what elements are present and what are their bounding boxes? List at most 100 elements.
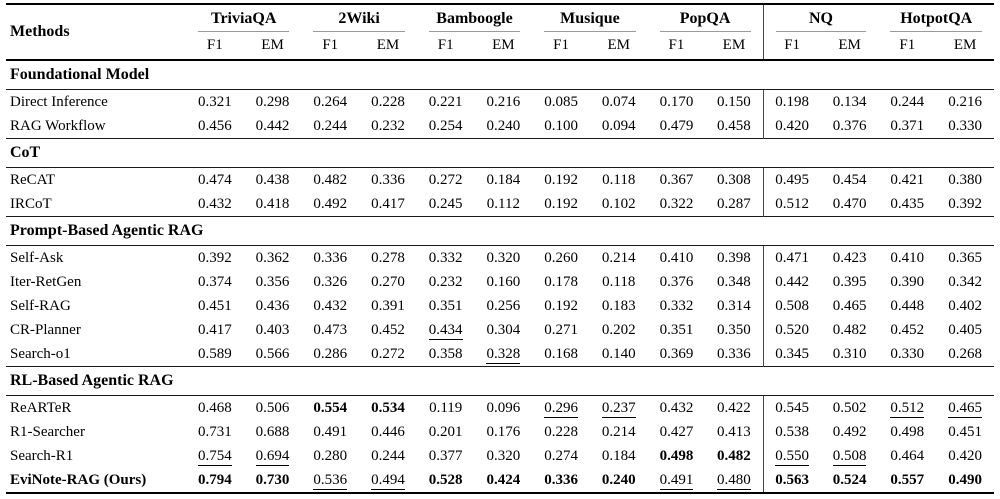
metric-value: 0.554: [313, 400, 348, 416]
metric-value: 0.524: [832, 472, 867, 488]
metric-value: 0.328: [486, 346, 521, 364]
metric-value: 0.134: [832, 94, 867, 110]
metric-value-cell: 0.436: [244, 294, 302, 318]
metric-value: 0.688: [255, 424, 290, 440]
metric-value-cell: 0.358: [417, 342, 475, 367]
metric-value: 0.512: [890, 400, 925, 418]
metric-value: 0.178: [544, 274, 578, 290]
metric-value: 0.402: [948, 298, 982, 314]
metric-value-cell: 0.452: [359, 318, 417, 342]
metric-value: 0.492: [313, 196, 348, 212]
metric-value-cell: 0.085: [532, 90, 590, 115]
metric-header-em: EM: [838, 37, 861, 53]
metric-value: 0.482: [832, 322, 867, 338]
metric-value: 0.465: [948, 400, 982, 418]
metric-value: 0.351: [659, 322, 694, 338]
metric-value-cell: 0.332: [648, 294, 706, 318]
metric-value: 0.470: [832, 196, 867, 212]
metric-value-cell: 0.435: [878, 192, 936, 217]
metric-value-cell: 0.451: [186, 294, 244, 318]
metric-value: 0.240: [486, 118, 521, 134]
metric-value-cell: 0.468: [186, 396, 244, 421]
metric-value: 0.446: [371, 424, 405, 440]
metric-value-cell: 0.456: [186, 114, 244, 139]
metric-value-cell: 0.330: [936, 114, 994, 139]
table-row: ReCAT 0.474 0.438 0.482 0.336 0.272 0.184 0.192…: [6, 167, 994, 193]
metric-value: 0.260: [544, 250, 578, 266]
metric-value: 0.448: [890, 298, 925, 314]
metric-value: 0.270: [371, 274, 405, 290]
metric-value: 0.296: [544, 400, 578, 418]
table-row: Self-RAG 0.451 0.436 0.432 0.391 0.351 0.256 0.…: [6, 294, 994, 318]
metric-value-cell: 0.442: [762, 270, 821, 294]
metric-value-cell: 0.376: [648, 270, 706, 294]
metric-value-cell: 0.528: [417, 468, 475, 493]
metric-value: 0.268: [948, 346, 982, 362]
metric-value: 0.118: [602, 274, 636, 290]
metric-value-cell: 0.410: [878, 246, 936, 271]
metric-value-cell: 0.421: [878, 168, 936, 193]
metric-value-cell: 0.731: [186, 420, 244, 444]
metric-value-cell: 0.264: [301, 90, 359, 115]
metric-value-cell: 0.471: [762, 245, 821, 270]
metric-value: 0.240: [601, 472, 636, 488]
metric-value-cell: 0.256: [475, 294, 533, 318]
metric-value: 0.365: [948, 250, 982, 266]
metric-value: 0.452: [371, 322, 405, 338]
method-name: ReARTeR: [10, 400, 72, 416]
metric-value: 0.589: [197, 346, 232, 362]
metric-value-cell: 0.228: [359, 90, 417, 115]
metric-value-cell: 0.244: [359, 444, 417, 468]
metric-value: 0.464: [890, 448, 925, 464]
metric-value-cell: 0.254: [417, 114, 475, 139]
metric-value: 0.237: [601, 400, 636, 418]
table-row: Direct Inference 0.321 0.298 0.264 0.228 0.22…: [6, 89, 994, 115]
metric-value: 0.320: [486, 250, 521, 266]
metric-value-cell: 0.351: [648, 318, 706, 342]
metric-value-cell: 0.280: [301, 444, 359, 468]
metric-value-cell: 0.694: [244, 444, 302, 468]
metric-value: 0.160: [486, 274, 521, 290]
method-name: Iter-RetGen: [10, 274, 82, 290]
metric-value-cell: 0.512: [762, 192, 821, 217]
metric-value: 0.351: [428, 298, 463, 314]
metric-value: 0.198: [775, 94, 809, 110]
metric-value-cell: 0.498: [648, 444, 706, 468]
metric-value-cell: 0.134: [821, 90, 879, 115]
metric-value: 0.512: [775, 196, 809, 212]
metric-value: 0.410: [659, 250, 694, 266]
metric-value: 0.369: [659, 346, 694, 362]
metric-value-cell: 0.512: [878, 396, 936, 421]
metric-value-cell: 0.403: [244, 318, 302, 342]
metric-value: 0.321: [197, 94, 232, 110]
metric-value-cell: 0.150: [705, 90, 763, 115]
metric-value: 0.280: [313, 448, 348, 464]
metric-value-cell: 0.491: [301, 420, 359, 444]
metric-value: 0.264: [313, 94, 348, 110]
metric-value-cell: 0.405: [936, 318, 994, 342]
metric-value: 0.442: [255, 118, 290, 134]
metric-value: 0.228: [544, 424, 578, 440]
metric-value-cell: 0.074: [590, 90, 648, 115]
metric-value-cell: 0.490: [936, 468, 994, 493]
metric-value: 0.435: [890, 196, 925, 212]
group-header-nq: NQ: [762, 4, 879, 32]
metric-value-cell: 0.244: [878, 90, 936, 115]
metric-value: 0.330: [948, 118, 982, 134]
table-row: Search-o1 0.589 0.566 0.286 0.272 0.358 0.328 0…: [6, 342, 994, 367]
group-header-popqa: PopQA: [648, 4, 763, 32]
method-name: ReCAT: [10, 172, 55, 188]
metric-value: 0.310: [832, 346, 867, 362]
metric-value: 0.274: [544, 448, 578, 464]
metric-value-cell: 0.446: [359, 420, 417, 444]
metric-value: 0.214: [601, 424, 636, 440]
metric-value: 0.192: [544, 196, 578, 212]
metric-value-cell: 0.330: [878, 342, 936, 367]
metric-value-cell: 0.470: [821, 192, 879, 217]
metric-value: 0.256: [486, 298, 521, 314]
metric-value: 0.184: [601, 448, 636, 464]
metric-value: 0.420: [775, 118, 809, 134]
metric-value: 0.480: [717, 472, 751, 490]
metric-value: 0.390: [890, 274, 925, 290]
table-row: Iter-RetGen 0.374 0.356 0.326 0.270 0.232 0.16…: [6, 270, 994, 294]
